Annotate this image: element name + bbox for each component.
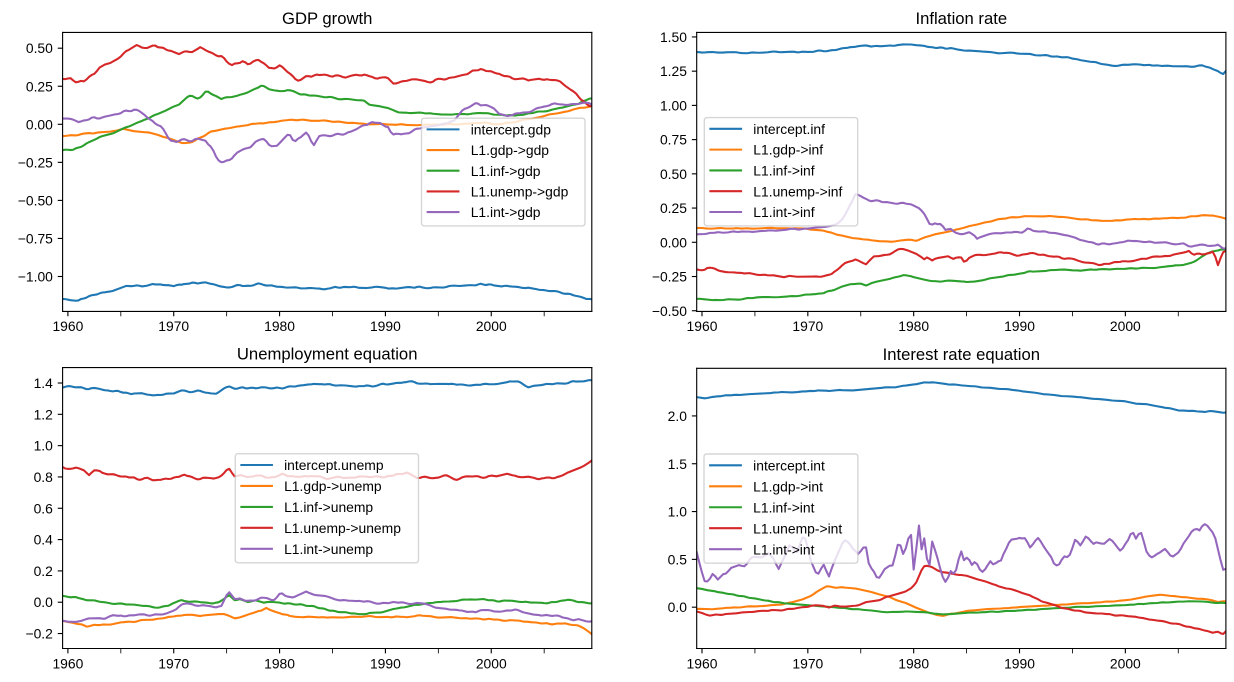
svg-text:intercept.unemp: intercept.unemp <box>284 457 384 473</box>
svg-text:−0.75: −0.75 <box>18 230 53 246</box>
svg-text:1980: 1980 <box>898 655 929 671</box>
svg-text:1980: 1980 <box>898 318 929 334</box>
svg-text:L1.unemp->int: L1.unemp->int <box>753 520 842 536</box>
svg-text:1990: 1990 <box>370 318 401 334</box>
svg-text:1980: 1980 <box>264 655 295 671</box>
svg-text:2000: 2000 <box>1110 655 1141 671</box>
svg-text:1.0: 1.0 <box>668 504 688 520</box>
svg-text:0.50: 0.50 <box>26 40 53 56</box>
svg-text:1970: 1970 <box>792 655 823 671</box>
svg-text:L1.unemp->gdp: L1.unemp->gdp <box>471 183 569 199</box>
svg-text:intercept.inf: intercept.inf <box>753 121 825 137</box>
svg-text:1980: 1980 <box>264 318 295 334</box>
svg-text:0.0: 0.0 <box>34 594 54 610</box>
svg-text:Interest rate equation: Interest rate equation <box>883 345 1040 364</box>
svg-text:intercept.gdp: intercept.gdp <box>471 121 552 137</box>
svg-text:L1.gdp->int: L1.gdp->int <box>753 478 823 494</box>
svg-text:0.6: 0.6 <box>34 500 54 516</box>
svg-text:L1.int->inf: L1.int->inf <box>753 204 814 220</box>
svg-text:L1.inf->int: L1.inf->int <box>753 499 814 515</box>
svg-text:1970: 1970 <box>792 318 823 334</box>
svg-text:−0.2: −0.2 <box>25 626 53 642</box>
svg-text:0.00: 0.00 <box>26 116 53 132</box>
svg-text:1.50: 1.50 <box>660 29 687 45</box>
svg-text:1960: 1960 <box>687 655 718 671</box>
svg-text:0.75: 0.75 <box>660 132 687 148</box>
svg-text:L1.int->int: L1.int->int <box>753 541 814 557</box>
svg-text:L1.gdp->inf: L1.gdp->inf <box>753 142 823 158</box>
svg-text:intercept.int: intercept.int <box>753 457 825 473</box>
svg-text:1.2: 1.2 <box>34 406 54 422</box>
svg-text:1.4: 1.4 <box>34 375 54 391</box>
svg-text:0.25: 0.25 <box>660 200 687 216</box>
svg-text:1960: 1960 <box>52 318 83 334</box>
svg-text:−0.50: −0.50 <box>652 303 687 319</box>
svg-text:2.0: 2.0 <box>668 408 688 424</box>
svg-text:−0.50: −0.50 <box>18 192 53 208</box>
svg-text:1970: 1970 <box>158 318 189 334</box>
svg-text:1990: 1990 <box>1004 655 1035 671</box>
svg-text:0.0: 0.0 <box>668 599 688 615</box>
svg-text:1990: 1990 <box>1004 318 1035 334</box>
svg-text:L1.unemp->inf: L1.unemp->inf <box>753 183 842 199</box>
svg-text:L1.inf->inf: L1.inf->inf <box>753 163 814 179</box>
svg-text:1.25: 1.25 <box>660 63 687 79</box>
svg-text:L1.inf->gdp: L1.inf->gdp <box>471 163 541 179</box>
svg-text:1.00: 1.00 <box>660 97 687 113</box>
svg-text:2000: 2000 <box>476 655 507 671</box>
svg-text:0.4: 0.4 <box>34 532 54 548</box>
svg-text:0.8: 0.8 <box>34 469 54 485</box>
svg-text:2000: 2000 <box>1110 318 1141 334</box>
svg-text:Inflation rate: Inflation rate <box>915 9 1007 28</box>
svg-text:L1.gdp->unemp: L1.gdp->unemp <box>284 478 382 494</box>
svg-text:0.2: 0.2 <box>34 563 54 579</box>
svg-text:0.25: 0.25 <box>26 78 53 94</box>
svg-text:2000: 2000 <box>476 318 507 334</box>
svg-text:L1.inf->unemp: L1.inf->unemp <box>284 499 373 515</box>
svg-text:1.5: 1.5 <box>668 456 688 472</box>
svg-text:0.00: 0.00 <box>660 234 687 250</box>
svg-text:0.5: 0.5 <box>668 551 688 567</box>
svg-text:L1.int->unemp: L1.int->unemp <box>284 541 373 557</box>
svg-text:L1.unemp->unemp: L1.unemp->unemp <box>284 520 401 536</box>
svg-text:−1.00: −1.00 <box>18 269 53 285</box>
svg-text:1990: 1990 <box>370 655 401 671</box>
svg-text:GDP growth: GDP growth <box>282 9 372 28</box>
svg-text:1960: 1960 <box>52 655 83 671</box>
svg-text:Unemployment equation: Unemployment equation <box>237 344 418 363</box>
svg-text:1960: 1960 <box>687 318 718 334</box>
svg-text:0.50: 0.50 <box>660 166 687 182</box>
svg-text:1970: 1970 <box>158 655 189 671</box>
svg-text:−0.25: −0.25 <box>18 154 53 170</box>
svg-text:−0.25: −0.25 <box>652 269 687 285</box>
svg-text:L1.int->gdp: L1.int->gdp <box>471 204 541 220</box>
svg-text:1.0: 1.0 <box>34 438 54 454</box>
svg-text:L1.gdp->gdp: L1.gdp->gdp <box>471 142 550 158</box>
